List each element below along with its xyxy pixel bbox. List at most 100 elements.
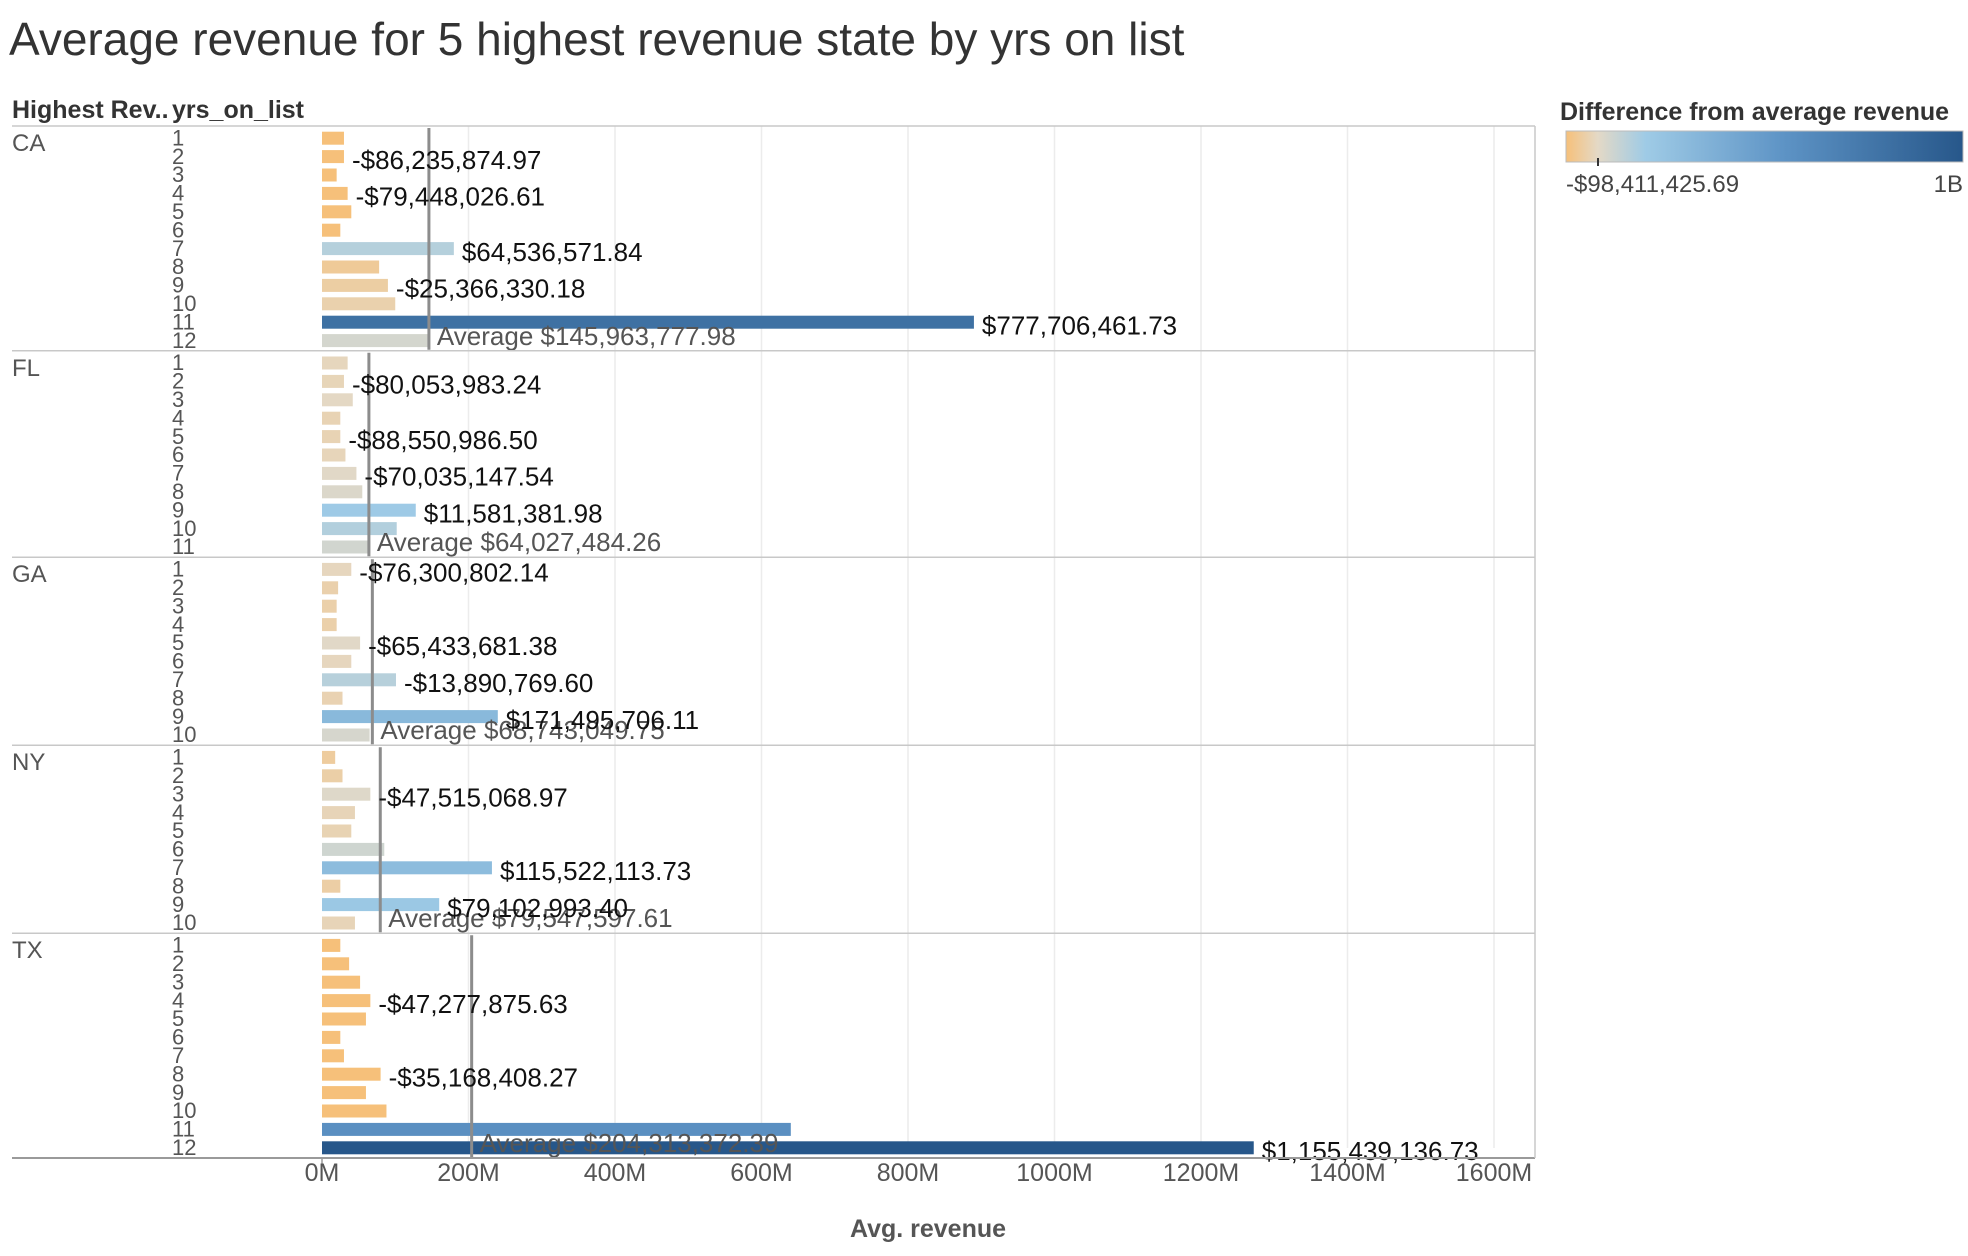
year-tick-label: 9 — [172, 273, 184, 298]
bar-FL-8 — [322, 485, 363, 499]
data-label-NY-9: $79,102,993.40 — [447, 893, 628, 923]
year-tick-label: 1 — [172, 745, 184, 770]
bar-GA-9 — [322, 710, 498, 724]
year-tick-label: 8 — [172, 479, 184, 504]
bar-CA-10 — [322, 297, 396, 311]
bar-CA-7 — [322, 242, 454, 256]
x-tick-label: 1000M — [1016, 1159, 1092, 1187]
state-label: FL — [12, 355, 40, 382]
average-lines — [367, 128, 474, 1157]
bar-TX-1 — [322, 938, 341, 952]
bar-CA-8 — [322, 260, 380, 274]
data-label-TX-12: $1,155,439,136.73 — [1262, 1136, 1479, 1166]
bar-FL-7 — [322, 466, 357, 480]
bar-NY-4 — [322, 806, 355, 820]
bar-GA-5 — [322, 636, 361, 650]
bar-TX-10 — [322, 1104, 387, 1118]
year-tick-label: 1 — [172, 350, 184, 375]
year-tick-label: 4 — [172, 988, 184, 1013]
bar-GA-8 — [322, 691, 343, 705]
year-tick-label: 7 — [172, 855, 184, 880]
data-label-FL-2: -$80,053,983.24 — [352, 370, 541, 400]
year-tick-label: 7 — [172, 461, 184, 486]
year-tick-label: 5 — [172, 630, 184, 655]
year-tick-label: 7 — [172, 1043, 184, 1068]
bar-GA-2 — [322, 581, 339, 595]
data-label-GA-5: -$65,433,681.38 — [368, 631, 557, 661]
bar-CA-4 — [322, 186, 348, 200]
year-tick-label: 9 — [172, 704, 184, 729]
year-tick-label: 6 — [172, 442, 184, 467]
bar-TX-3 — [322, 975, 361, 989]
bar-CA-9 — [322, 278, 388, 292]
bar-CA-3 — [322, 168, 337, 182]
year-tick-label: 7 — [172, 667, 184, 692]
year-tick-label: 4 — [172, 800, 184, 825]
bar-CA-5 — [322, 205, 352, 219]
year-tick-label: 4 — [172, 181, 184, 206]
bar-FL-3 — [322, 393, 353, 407]
state-label: CA — [12, 130, 45, 157]
year-tick-label: 7 — [172, 236, 184, 261]
bar-GA-4 — [322, 618, 337, 632]
year-tick-label: 10 — [172, 516, 196, 541]
bar-FL-1 — [322, 356, 348, 370]
bar-CA-6 — [322, 223, 341, 237]
year-tick-label: 3 — [172, 387, 184, 412]
year-tick-label: 5 — [172, 1006, 184, 1031]
data-label-FL-9: $11,581,381.98 — [424, 498, 603, 528]
data-label-FL-7: -$70,035,147.54 — [364, 462, 553, 492]
year-tick-label: 2 — [172, 951, 184, 976]
bar-TX-8 — [322, 1067, 381, 1081]
year-tick-label: 3 — [172, 969, 184, 994]
bar-TX-9 — [322, 1086, 366, 1100]
year-tick-label: 4 — [172, 612, 184, 637]
year-tick-label: 11 — [172, 309, 195, 334]
legend-gradient-bar — [1565, 130, 1964, 163]
bar-NY-6 — [322, 842, 385, 856]
year-tick-label: 8 — [172, 254, 184, 279]
bar-TX-11 — [322, 1122, 791, 1136]
year-tick-label: 5 — [172, 818, 184, 843]
year-tick-label: 10 — [172, 1098, 196, 1123]
data-label-GA-1: -$76,300,802.14 — [359, 558, 548, 588]
bar-NY-2 — [322, 769, 343, 783]
year-tick-label: 5 — [172, 199, 184, 224]
state-label: NY — [12, 749, 45, 776]
bar-NY-5 — [322, 824, 352, 838]
bar-CA-1 — [322, 131, 344, 145]
bar-CA-12 — [322, 334, 429, 348]
bar-GA-7 — [322, 673, 396, 687]
bar-CA-2 — [322, 150, 344, 164]
chart-title: Average revenue for 5 highest revenue st… — [9, 13, 1185, 65]
bar-GA-1 — [322, 562, 352, 576]
bar-NY-7 — [322, 861, 492, 875]
data-label-CA-11: $777,706,461.73 — [982, 310, 1177, 340]
x-tick-label: 1400M — [1309, 1159, 1385, 1187]
bar-CA-11 — [322, 315, 974, 329]
year-tick-label: 2 — [172, 144, 184, 169]
year-tick-label: 11 — [172, 1117, 195, 1142]
bar-FL-11 — [322, 540, 371, 554]
bar-TX-6 — [322, 1030, 341, 1044]
average-label-NY: Average $79,547,597.61 — [388, 903, 672, 933]
year-tick-label: 11 — [172, 534, 195, 559]
data-label-FL-5: -$88,550,986.50 — [348, 425, 537, 455]
bar-NY-1 — [322, 750, 336, 764]
x-axis-label: Avg. revenue — [850, 1215, 1006, 1243]
data-label-CA-7: $64,536,571.84 — [462, 237, 643, 267]
bar-TX-2 — [322, 957, 350, 971]
year-tick-label: 10 — [172, 910, 196, 935]
average-label-CA: Average $145,963,777.98 — [437, 321, 736, 351]
year-tick-label: 6 — [172, 649, 184, 674]
x-tick-label: 600M — [730, 1159, 793, 1187]
x-tick-label: 400M — [584, 1159, 647, 1187]
legend-title: Difference from average revenue — [1560, 98, 1949, 126]
bar-NY-3 — [322, 787, 371, 801]
state-label: GA — [12, 561, 47, 588]
average-label-FL: Average $64,027,484.26 — [377, 527, 661, 557]
year-tick-label: 8 — [172, 685, 184, 710]
year-tick-label: 10 — [172, 722, 196, 747]
